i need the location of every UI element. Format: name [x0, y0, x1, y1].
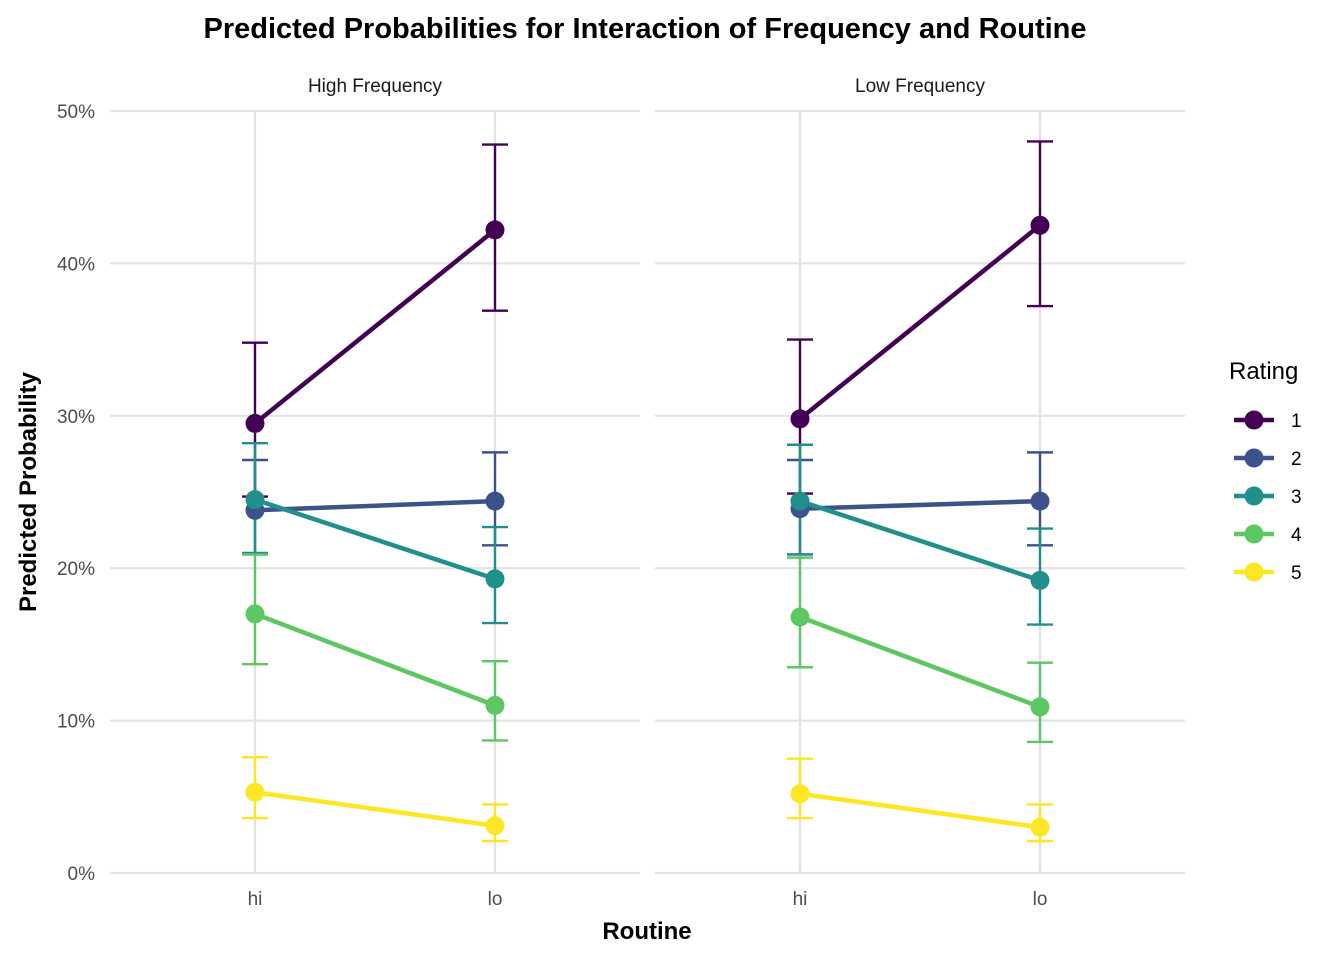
y-tick-label: 50%	[57, 102, 95, 123]
data-point-3	[790, 491, 810, 511]
x-tick-label: lo	[488, 889, 503, 910]
series-line-3	[254, 497, 496, 582]
data-point-1	[485, 220, 505, 240]
series-line-3	[799, 499, 1041, 583]
data-point-1	[790, 409, 810, 429]
legend: Rating 1 2 3 4 5	[1229, 358, 1302, 584]
legend-key-point	[1244, 410, 1264, 430]
legend-key-point	[1244, 562, 1264, 582]
legend-label: 4	[1291, 525, 1302, 546]
data-point-4	[790, 607, 810, 627]
legend-key-point	[1244, 524, 1264, 544]
x-tick-label: hi	[793, 889, 808, 910]
data-point-3	[245, 490, 265, 510]
facet-strip-label: High Frequency	[308, 76, 443, 97]
legend-key-point	[1244, 486, 1264, 506]
x-tick-label: hi	[248, 889, 263, 910]
data-point-5	[485, 816, 505, 836]
data-point-3	[1030, 570, 1050, 590]
legend-item-1: 1	[1234, 410, 1302, 432]
facet-panel: High Frequency hi lo	[110, 76, 640, 910]
data-point-5	[245, 782, 265, 802]
legend-label: 5	[1291, 563, 1302, 584]
series-line-5	[254, 789, 496, 828]
facet-panel: Low Frequency hi lo	[655, 76, 1185, 910]
y-tick-label: 20%	[57, 559, 95, 580]
series-line-4	[799, 614, 1041, 709]
legend-title: Rating	[1229, 358, 1298, 385]
y-tick-label: 40%	[57, 254, 95, 275]
data-point-3	[485, 569, 505, 589]
legend-label: 2	[1291, 449, 1302, 470]
y-tick-label: 30%	[57, 407, 95, 428]
x-axis-title: Routine	[602, 918, 691, 945]
data-point-1	[245, 413, 265, 433]
legend-item-5: 5	[1234, 562, 1302, 584]
series-line-2	[799, 498, 1041, 512]
data-point-5	[790, 784, 810, 804]
data-point-2	[1030, 491, 1050, 511]
data-point-4	[485, 695, 505, 715]
y-tick-label: 10%	[57, 712, 95, 733]
data-point-1	[1030, 215, 1050, 235]
legend-item-3: 3	[1234, 486, 1302, 508]
series-line-4	[254, 611, 496, 708]
x-tick-label: lo	[1033, 889, 1048, 910]
legend-item-4: 4	[1234, 524, 1302, 546]
facet-strip-label: Low Frequency	[855, 76, 985, 97]
data-point-4	[1030, 697, 1050, 717]
series-line-2	[254, 498, 496, 513]
data-point-5	[1030, 817, 1050, 837]
y-tick-label: 0%	[68, 864, 96, 885]
legend-item-2: 2	[1234, 448, 1302, 470]
series-line-5	[799, 791, 1041, 830]
legend-label: 3	[1291, 487, 1302, 508]
y-axis-title: Predicted Probability	[15, 371, 42, 612]
data-point-2	[485, 491, 505, 511]
series-line-1	[253, 228, 497, 426]
legend-label: 1	[1291, 411, 1302, 432]
legend-key-point	[1244, 448, 1264, 468]
data-point-4	[245, 604, 265, 624]
series-line-1	[798, 223, 1042, 421]
chart-title: Predicted Probabilities for Interaction …	[203, 13, 1086, 45]
